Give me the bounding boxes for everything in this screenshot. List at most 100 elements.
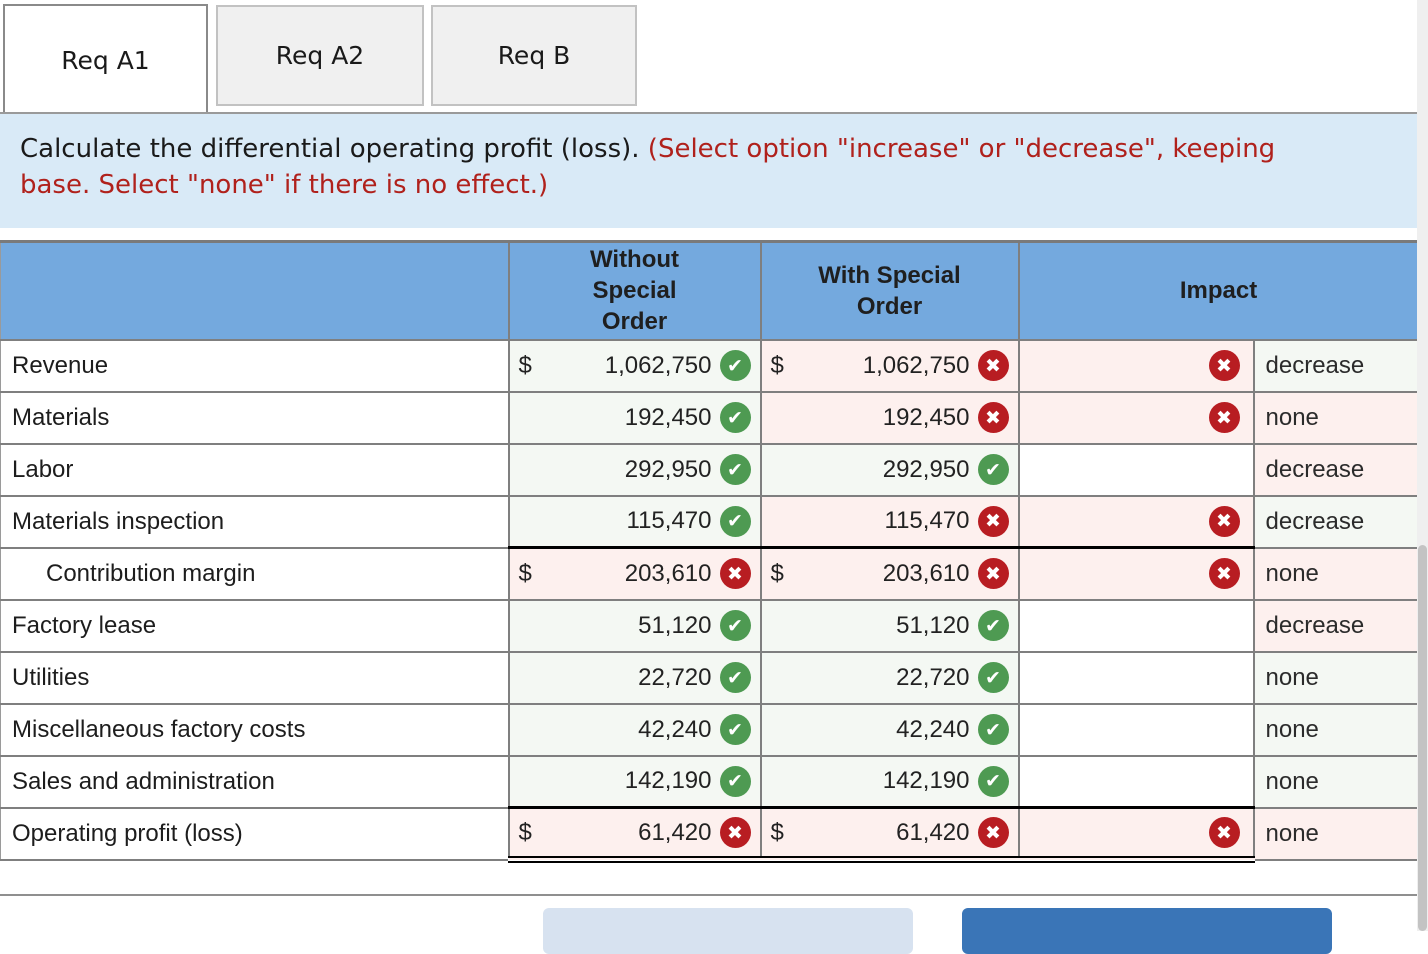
without-special-order-amount-cell[interactable]: 142,190 ✔ xyxy=(507,754,762,809)
instruction-panel: Calculate the differential operating pro… xyxy=(0,112,1417,228)
impact-choice-value: none xyxy=(1265,559,1319,587)
dollar-sign: $ xyxy=(770,351,784,379)
instruction-text-red-2: base. Select "none" if there is no effec… xyxy=(20,170,549,200)
incorrect-x-icon: ✖ xyxy=(1208,505,1240,537)
with-special-order-amount-cell[interactable]: 42,240 ✔ xyxy=(759,702,1020,757)
instruction-line-2: base. Select "none" if there is no effec… xyxy=(20,167,1417,203)
vertical-scrollbar-thumb[interactable] xyxy=(1418,545,1427,931)
without-special-order-amount-cell[interactable]: $61,420 ✖ xyxy=(507,806,762,863)
without-special-order-amount-cell[interactable]: 292,950 ✔ xyxy=(507,442,762,497)
row-label: Labor xyxy=(12,455,74,483)
row-label: Contribution margin xyxy=(46,559,256,587)
incorrect-x-icon: ✖ xyxy=(977,402,1009,433)
tab-req-a1[interactable]: Req A1 xyxy=(3,4,208,114)
panel-bottom-divider xyxy=(0,894,1428,896)
impact-choice-value: decrease xyxy=(1265,507,1365,535)
without-special-order-value: 1,062,750 xyxy=(604,351,712,379)
impact-status-cell xyxy=(1017,754,1255,809)
impact-select-cell[interactable]: none xyxy=(1252,754,1418,809)
without-special-order-value: 22,720 xyxy=(638,663,712,691)
row-label: Factory lease xyxy=(12,611,157,639)
incorrect-x-icon: ✖ xyxy=(977,350,1009,381)
impact-status-cell: ✖ xyxy=(1017,390,1255,445)
impact-choice-value: decrease xyxy=(1265,455,1365,483)
incorrect-x-icon: ✖ xyxy=(1208,350,1240,381)
impact-status-cell: ✖ xyxy=(1017,338,1255,393)
without-special-order-amount-cell[interactable]: 51,120 ✔ xyxy=(507,598,762,653)
tab-req-a1-label: Req A1 xyxy=(61,45,150,75)
row-label-cell: Contribution margin xyxy=(0,546,510,601)
footer-secondary-button[interactable] xyxy=(543,908,913,954)
instruction-text-red-1: (Select option "increase" or "decrease",… xyxy=(647,134,1276,164)
correct-check-icon: ✔ xyxy=(719,610,751,641)
impact-select-cell[interactable]: decrease xyxy=(1252,338,1418,393)
without-special-order-amount-cell[interactable]: 22,720 ✔ xyxy=(507,650,762,705)
without-special-order-amount-cell[interactable]: 42,240 ✔ xyxy=(507,702,762,757)
impact-select-cell[interactable]: none xyxy=(1252,390,1418,445)
impact-choice-value: decrease xyxy=(1265,611,1365,639)
impact-status-cell xyxy=(1017,442,1255,497)
correct-check-icon: ✔ xyxy=(719,350,751,381)
with-special-order-amount-cell[interactable]: 51,120 ✔ xyxy=(759,598,1020,653)
impact-status-cell xyxy=(1017,598,1255,653)
row-label-cell: Utilities xyxy=(0,650,510,705)
impact-status-cell: ✖ xyxy=(1017,494,1255,549)
with-special-order-value: 203,610 xyxy=(882,559,970,587)
with-special-order-value: 42,240 xyxy=(896,715,970,743)
table-row: Materials 192,450 ✔ 192,450 ✖ ✖ none xyxy=(0,390,1418,445)
with-special-order-amount-cell[interactable]: $61,420 ✖ xyxy=(759,806,1020,863)
impact-choice-value: none xyxy=(1265,819,1319,847)
incorrect-x-icon: ✖ xyxy=(977,817,1009,848)
impact-select-cell[interactable]: decrease xyxy=(1252,598,1418,653)
with-special-order-value: 115,470 xyxy=(884,507,970,535)
dollar-sign: $ xyxy=(518,818,532,846)
without-special-order-value: 292,950 xyxy=(624,455,712,483)
impact-select-cell[interactable]: none xyxy=(1252,650,1418,705)
correct-check-icon: ✔ xyxy=(719,505,751,537)
tab-req-a2[interactable]: Req A2 xyxy=(216,5,424,106)
without-special-order-amount-cell[interactable]: $203,610 ✖ xyxy=(507,546,762,601)
dollar-sign: $ xyxy=(770,559,784,587)
with-special-order-amount-cell[interactable]: 142,190 ✔ xyxy=(759,754,1020,809)
row-label-cell: Materials inspection xyxy=(0,494,510,549)
impact-select-cell[interactable]: none xyxy=(1252,546,1418,601)
with-special-order-value: 22,720 xyxy=(896,663,970,691)
impact-select-cell[interactable]: decrease xyxy=(1252,442,1418,497)
impact-status-cell xyxy=(1017,702,1255,757)
correct-check-icon: ✔ xyxy=(719,765,751,797)
instruction-line-1: Calculate the differential operating pro… xyxy=(20,131,1417,167)
dollar-sign: $ xyxy=(770,818,784,846)
table-row: Sales and administration 142,190 ✔ 142,190 ✔… xyxy=(0,754,1418,809)
impact-choice-value: none xyxy=(1265,403,1319,431)
with-special-order-amount-cell[interactable]: $1,062,750 ✖ xyxy=(759,338,1020,393)
impact-select-cell[interactable]: none xyxy=(1252,806,1418,861)
correct-check-icon: ✔ xyxy=(977,454,1009,485)
impact-status-cell: ✖ xyxy=(1017,806,1255,863)
without-special-order-value: 42,240 xyxy=(638,715,712,743)
correct-check-icon: ✔ xyxy=(977,714,1009,745)
with-special-order-amount-cell[interactable]: 192,450 ✖ xyxy=(759,390,1020,445)
with-special-order-amount-cell[interactable]: 22,720 ✔ xyxy=(759,650,1020,705)
with-special-order-value: 61,420 xyxy=(896,818,970,846)
without-special-order-amount-cell[interactable]: 115,470 ✔ xyxy=(507,494,762,549)
header-without-special-order: Without Special Order xyxy=(507,240,762,341)
table-row: Labor 292,950 ✔ 292,950 ✔ decrease xyxy=(0,442,1418,497)
impact-status-cell: ✖ xyxy=(1017,546,1255,601)
table-body: Revenue $1,062,750 ✔ $1,062,750 ✖ ✖ decrease Ma… xyxy=(0,338,1418,863)
table-row: Contribution margin $203,610 ✖ $203,610 ✖ ✖ no… xyxy=(0,546,1418,601)
impact-select-cell[interactable]: decrease xyxy=(1252,494,1418,549)
impact-select-cell[interactable]: none xyxy=(1252,702,1418,757)
tab-req-b[interactable]: Req B xyxy=(431,5,637,106)
without-special-order-value: 51,120 xyxy=(638,611,712,639)
without-special-order-amount-cell[interactable]: 192,450 ✔ xyxy=(507,390,762,445)
without-special-order-amount-cell[interactable]: $1,062,750 ✔ xyxy=(507,338,762,393)
with-special-order-amount-cell[interactable]: 115,470 ✖ xyxy=(759,494,1020,549)
incorrect-x-icon: ✖ xyxy=(977,505,1009,537)
table-header-row: Without Special Order With Special Order… xyxy=(0,240,1418,341)
incorrect-x-icon: ✖ xyxy=(1208,558,1240,590)
vertical-scrollbar-track[interactable] xyxy=(1417,0,1428,931)
footer-primary-button[interactable] xyxy=(962,908,1332,954)
with-special-order-amount-cell[interactable]: 292,950 ✔ xyxy=(759,442,1020,497)
with-special-order-amount-cell[interactable]: $203,610 ✖ xyxy=(759,546,1020,601)
row-label-cell: Materials xyxy=(0,390,510,445)
